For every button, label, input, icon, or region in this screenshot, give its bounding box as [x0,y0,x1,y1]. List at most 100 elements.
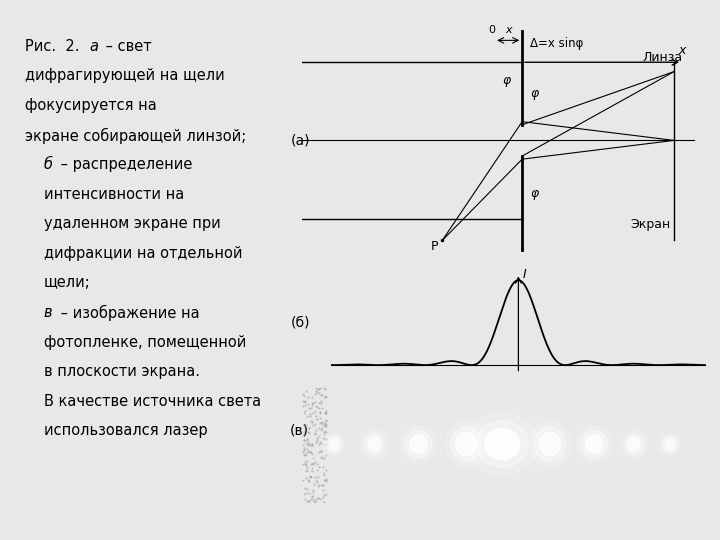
Ellipse shape [476,421,528,467]
Point [309,448,320,456]
Point [311,397,323,406]
Point [307,464,319,472]
Point [299,415,310,424]
Point [305,480,317,489]
Point [310,451,322,460]
Ellipse shape [438,412,495,476]
Ellipse shape [446,421,487,467]
Point [306,444,318,453]
Point [317,482,328,491]
Point [319,483,330,492]
Point [309,418,320,427]
Text: – распределение: – распределение [56,157,193,172]
Ellipse shape [361,430,387,458]
Text: фокусируется на: фокусируется на [25,98,157,113]
Point [320,412,331,421]
Point [307,464,319,472]
Point [312,489,323,497]
Point [319,382,330,391]
Point [313,424,325,433]
Point [297,482,309,491]
Point [298,451,310,460]
Point [313,437,325,445]
Point [304,454,315,462]
Text: дифракции на отдельной: дифракции на отдельной [44,246,242,261]
Point [297,397,309,406]
Point [310,452,322,461]
Point [320,397,331,406]
Point [318,484,330,492]
Point [304,458,315,467]
Point [305,412,316,421]
Point [304,495,315,503]
Point [310,447,321,456]
Point [302,415,314,423]
Point [320,490,332,499]
Point [310,485,321,494]
Point [302,413,314,422]
Point [305,422,316,431]
Ellipse shape [454,402,551,487]
Point [304,401,315,410]
Point [315,487,326,496]
Point [319,394,330,403]
Point [312,416,324,424]
Point [307,442,319,450]
Point [298,455,310,463]
Point [315,487,327,496]
Point [299,468,310,477]
Point [297,383,308,391]
Text: x: x [678,44,685,57]
Point [311,402,323,410]
Point [298,496,310,505]
Text: интенсивности на: интенсивности на [44,187,184,202]
Point [304,386,315,395]
Point [297,386,309,395]
Text: дифрагирующей на щели: дифрагирующей на щели [25,69,225,83]
Point [307,393,319,402]
Point [302,392,313,401]
Point [315,411,327,420]
Point [306,483,318,492]
Ellipse shape [485,429,520,460]
Point [312,469,323,477]
Point [310,486,321,495]
Point [297,440,309,449]
Point [304,433,315,441]
Point [305,482,316,491]
Point [297,438,308,447]
Point [307,394,319,402]
Point [302,439,313,448]
Ellipse shape [394,418,443,470]
Point [297,451,309,460]
Point [312,469,323,477]
Point [298,418,310,427]
Text: (в): (в) [290,424,309,438]
Ellipse shape [467,413,537,475]
Ellipse shape [451,427,482,462]
Point [299,390,310,399]
Point [315,404,326,413]
Point [301,426,312,434]
Ellipse shape [365,434,384,455]
Point [302,493,313,502]
Point [299,399,310,407]
Text: φ: φ [530,187,539,200]
Text: – изображение на: – изображение на [56,305,200,321]
Point [320,488,331,497]
Point [310,448,321,457]
Point [302,420,313,428]
Point [320,478,331,487]
Point [307,497,318,505]
Point [298,430,310,439]
Text: φ: φ [530,86,539,100]
Point [311,421,323,430]
Point [307,463,319,471]
Point [318,420,329,428]
Point [316,388,328,396]
Point [310,417,322,426]
Point [303,453,315,462]
Point [320,460,331,468]
Point [315,418,326,427]
Point [302,444,314,453]
